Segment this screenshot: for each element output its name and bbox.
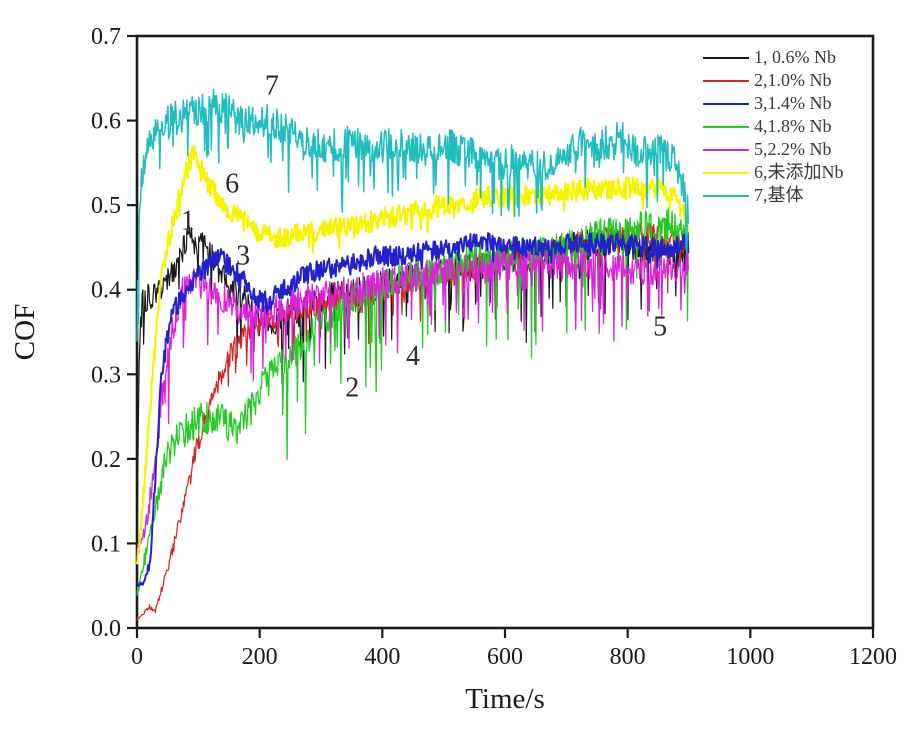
y-tick-label: 0.6 xyxy=(91,109,121,135)
legend-item-7: 7,基体 xyxy=(703,184,844,207)
legend-label: 7,基体 xyxy=(754,185,804,205)
x-tick-label: 400 xyxy=(364,644,400,670)
legend-item-4: 4,1.8% Nb xyxy=(703,115,844,138)
legend-item-1: 1, 0.6% Nb xyxy=(703,46,844,69)
legend-item-3: 3,1.4% Nb xyxy=(703,92,844,115)
legend-line-swatch-icon xyxy=(703,194,749,197)
x-tick-label: 0 xyxy=(131,644,143,670)
y-axis-title: COF xyxy=(9,304,41,360)
legend-label: 1, 0.6% Nb xyxy=(754,47,836,67)
legend-line-swatch-icon xyxy=(703,56,749,59)
curve-annotation-1: 1 xyxy=(181,206,195,237)
y-tick-label: 0.7 xyxy=(91,24,121,50)
legend-line-swatch-icon xyxy=(703,148,749,151)
x-tick-label: 1200 xyxy=(849,644,897,670)
x-axis-title: Time/s xyxy=(465,683,545,715)
y-tick-label: 0.2 xyxy=(91,447,121,473)
legend-label: 3,1.4% Nb xyxy=(754,93,832,113)
legend-line-swatch-icon xyxy=(703,171,749,174)
x-tick-label: 600 xyxy=(487,644,523,670)
curve-annotation-6: 6 xyxy=(225,168,239,199)
curve-annotation-3: 3 xyxy=(236,240,250,271)
series-line-6 xyxy=(135,144,690,565)
legend-item-2: 2,1.0% Nb xyxy=(703,69,844,92)
x-tick-label: 800 xyxy=(610,644,646,670)
y-tick-label: 0.1 xyxy=(91,531,121,557)
x-tick-label: 200 xyxy=(242,644,278,670)
curve-annotation-7: 7 xyxy=(265,70,279,101)
legend-label: 4,1.8% Nb xyxy=(754,116,832,136)
legend-item-5: 5,2.2% Nb xyxy=(703,138,844,161)
series-line-7 xyxy=(136,88,690,342)
legend-label: 6,未添加Nb xyxy=(754,162,844,182)
curve-annotation-5: 5 xyxy=(653,311,667,342)
legend-label: 5,2.2% Nb xyxy=(754,139,832,159)
y-tick-label: 0.3 xyxy=(91,362,121,388)
legend-item-6: 6,未添加Nb xyxy=(703,161,844,184)
series-line-3 xyxy=(136,232,690,587)
y-tick-label: 0.4 xyxy=(91,278,121,304)
x-tick-label: 1000 xyxy=(726,644,774,670)
legend: 1, 0.6% Nb 2,1.0% Nb 3,1.4% Nb 4,1.8% Nb 5,2… xyxy=(703,46,844,207)
legend-line-swatch-icon xyxy=(703,125,749,128)
legend-line-swatch-icon xyxy=(703,79,749,82)
legend-label: 2,1.0% Nb xyxy=(754,70,832,90)
y-tick-label: 0.0 xyxy=(91,616,121,642)
y-tick-label: 0.5 xyxy=(91,193,121,219)
curve-annotation-4: 4 xyxy=(406,341,420,372)
series-line-5 xyxy=(136,248,689,560)
curve-annotation-2: 2 xyxy=(345,372,359,403)
legend-line-swatch-icon xyxy=(703,102,749,105)
